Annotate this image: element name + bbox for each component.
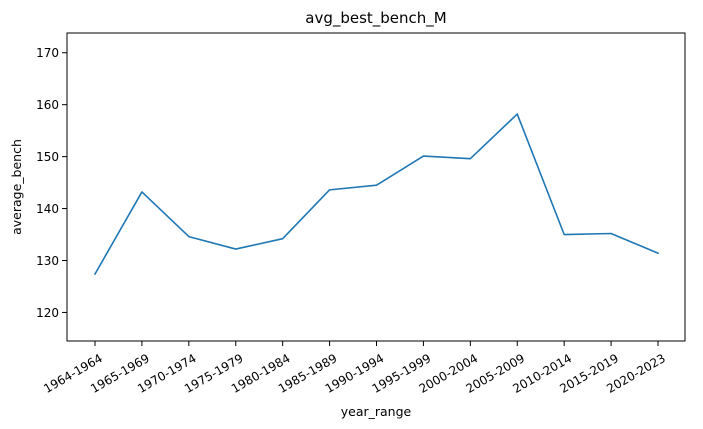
plot-area [93, 113, 660, 276]
y-tick-label: 170 [36, 46, 59, 60]
y-tick-label: 120 [36, 306, 59, 320]
y-tick-label: 150 [36, 150, 59, 164]
y-axis-label: average_bench [9, 139, 24, 235]
x-axis-label: year_range [341, 404, 412, 419]
y-tick-label: 130 [36, 254, 59, 268]
chart-title: avg_best_bench_M [305, 9, 447, 28]
y-tick-label: 160 [36, 98, 59, 112]
y-axis: 120 130 140 150 160 170 [36, 46, 67, 320]
y-tick-label: 140 [36, 202, 59, 216]
